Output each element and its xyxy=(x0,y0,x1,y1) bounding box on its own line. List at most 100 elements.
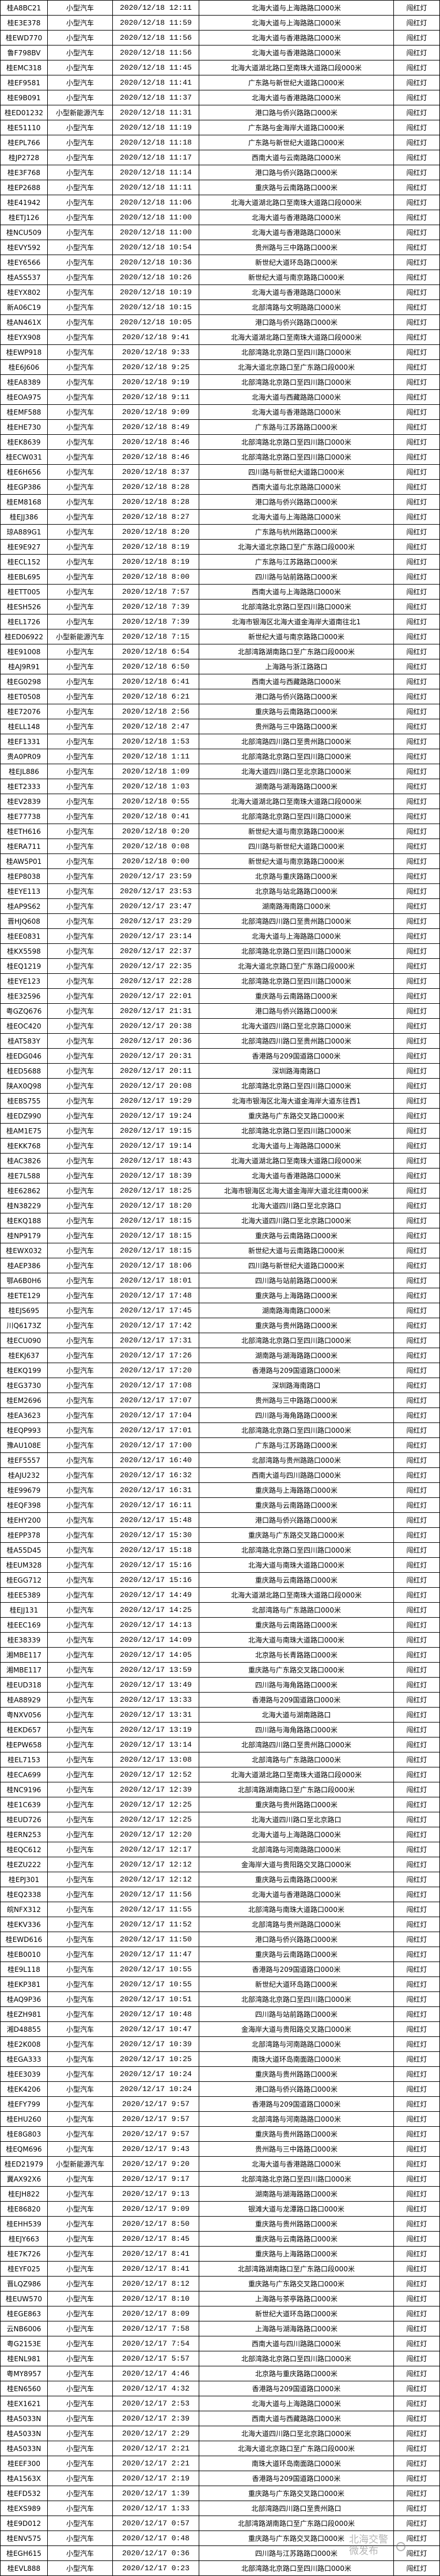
violation-cell: 闯红灯 xyxy=(394,1603,440,1618)
location-cell: 广东路与江苏路路口000米 xyxy=(199,420,394,435)
time-cell: 2020/12/18 10:05 xyxy=(113,315,199,330)
violation-cell: 闯红灯 xyxy=(394,75,440,90)
plate-cell: 桂EP8038 xyxy=(1,869,48,884)
plate-cell: 桂EJJ386 xyxy=(1,510,48,525)
location-cell: 北海大道与上海路路口000米 xyxy=(199,1139,394,1154)
time-cell: 2020/12/18 8:46 xyxy=(113,450,199,465)
location-cell: 重庆路与云南路路口000米 xyxy=(199,180,394,195)
plate-cell: 桂EK4206 xyxy=(1,2082,48,2097)
violation-cell: 闯红灯 xyxy=(394,2411,440,2426)
table-row: 桂EE5389 小型汽车 2020/12/17 14:49 北海大道湖北路口至南珠大道… xyxy=(1,1588,440,1603)
time-cell: 2020/12/17 17:42 xyxy=(113,1318,199,1333)
table-row: 桂ERN253 小型汽车 2020/12/17 12:20 北海大道与上海路路口000… xyxy=(1,1827,440,1842)
time-cell: 2020/12/18 11:56 xyxy=(113,45,199,60)
table-row: 桂EMC318 小型汽车 2020/12/18 11:45 北海大道湖北路口至南珠大道… xyxy=(1,60,440,75)
plate-cell: 桂AJ9R91 xyxy=(1,659,48,674)
plate-cell: 桂AEP386 xyxy=(1,1258,48,1273)
table-row: 桂EJY663 小型汽车 2020/12/17 8:45 重庆路与云南路路口000米闯… xyxy=(1,2232,440,2247)
violation-cell: 闯红灯 xyxy=(394,195,440,210)
violation-cell: 闯红灯 xyxy=(394,1273,440,1288)
violation-cell: 闯红灯 xyxy=(394,2292,440,2306)
vehicle-type-cell: 小型汽车 xyxy=(48,944,113,959)
plate-cell: 琼A889G1 xyxy=(1,525,48,540)
table-row: 桂E72076 小型汽车 2020/12/18 2:56 重庆路与云南路路口000米闯… xyxy=(1,704,440,719)
table-row: 桂E7K726 小型汽车 2020/12/17 8:41 重庆路与上海路路口000米闯… xyxy=(1,2247,440,2262)
violation-cell: 闯红灯 xyxy=(394,1812,440,1827)
time-cell: 2020/12/17 9:57 xyxy=(113,2112,199,2127)
vehicle-type-cell: 小型汽车 xyxy=(48,749,113,764)
table-row: 桂E7L588 小型汽车 2020/12/17 18:39 北海大道与香港路路口000… xyxy=(1,1169,440,1183)
table-row: 桂AJ9R91 小型汽车 2020/12/18 6:50 上海路与浙江路路口 闯红灯 xyxy=(1,659,440,674)
violation-cell: 闯红灯 xyxy=(394,2321,440,2336)
table-row: 桂ESH526 小型汽车 2020/12/18 7:39 北部湾路北京路口至四川路口0… xyxy=(1,600,440,614)
location-cell: 湖南路海南路口000米 xyxy=(199,1303,394,1318)
time-cell: 2020/12/17 8:41 xyxy=(113,2247,199,2262)
location-cell: 南珠大道环岛南面路口000米 xyxy=(199,2052,394,2067)
location-cell: 重庆路与云南路路口000米 xyxy=(199,1573,394,1588)
location-cell: 北海大道与上海路路口000米 xyxy=(199,2396,394,2411)
violation-cell: 闯红灯 xyxy=(394,465,440,480)
time-cell: 2020/12/17 23:14 xyxy=(113,929,199,944)
plate-cell: 桂EP2688 xyxy=(1,180,48,195)
plate-cell: 桂EA3623 xyxy=(1,1408,48,1423)
time-cell: 2020/12/18 8:37 xyxy=(113,465,199,480)
time-cell: 2020/12/18 11:59 xyxy=(113,16,199,31)
location-cell: 港口路与侨兴路路口000米 xyxy=(199,1513,394,1528)
time-cell: 2020/12/17 8:45 xyxy=(113,2232,199,2247)
table-row: 桂ETT005 小型汽车 2020/12/18 7:57 西南大道与上海路路口000米… xyxy=(1,585,440,600)
time-cell: 2020/12/18 8:46 xyxy=(113,435,199,450)
vehicle-type-cell: 小型汽车 xyxy=(48,2321,113,2336)
violation-cell: 闯红灯 xyxy=(394,1288,440,1303)
violation-cell: 闯红灯 xyxy=(394,2306,440,2321)
violation-cell: 闯红灯 xyxy=(394,31,440,45)
time-cell: 2020/12/17 15:18 xyxy=(113,1543,199,1558)
time-cell: 2020/12/17 11:55 xyxy=(113,1902,199,1917)
violation-cell: 闯红灯 xyxy=(394,510,440,525)
location-cell: 北部湾路湖南路口至广东路口段000米 xyxy=(199,2262,394,2277)
plate-cell: 桂A5033N xyxy=(1,2426,48,2441)
time-cell: 2020/12/18 11:56 xyxy=(113,31,199,45)
table-row: 桂EGH615 小型汽车 2020/12/17 0:36 四川路与江苏路路口000米闯… xyxy=(1,2546,440,2561)
vehicle-type-cell: 小型汽车 xyxy=(48,869,113,884)
vehicle-type-cell: 小型汽车 xyxy=(48,1842,113,1857)
violation-cell: 闯红灯 xyxy=(394,1109,440,1124)
location-cell: 北海大道北京路口至广东路口段000米 xyxy=(199,360,394,375)
vehicle-type-cell: 小型汽车 xyxy=(48,120,113,135)
time-cell: 2020/12/18 7:15 xyxy=(113,629,199,644)
location-cell: 北海大道与西藏路路口000米 xyxy=(199,390,394,405)
location-cell: 北海大道与香港路路口000米 xyxy=(199,405,394,420)
plate-cell: 桂E72076 xyxy=(1,704,48,719)
time-cell: 2020/12/17 17:20 xyxy=(113,1363,199,1378)
vehicle-type-cell: 小型汽车 xyxy=(48,2396,113,2411)
vehicle-type-cell: 小型汽车 xyxy=(48,2306,113,2321)
location-cell: 重庆路与云南路路口000米 xyxy=(199,2232,394,2247)
violation-cell: 闯红灯 xyxy=(394,1573,440,1588)
vehicle-type-cell: 小型汽车 xyxy=(48,1348,113,1363)
location-cell: 重庆路与云南路路口000米 xyxy=(199,704,394,719)
plate-cell: 桂EB0010 xyxy=(1,1947,48,1962)
vehicle-type-cell: 小型新能源汽车 xyxy=(48,629,113,644)
table-row: 桂EJH822 小型汽车 2020/12/17 9:13 湖南路与湖海路路口000米闯… xyxy=(1,2187,440,2202)
table-row: 桂EWD616 小型汽车 2020/12/17 11:50 港口路与侨兴路路口000米… xyxy=(1,1932,440,1947)
table-row: 桂EEF300 小型汽车 2020/12/17 2:21 南珠大道环岛南面路口000米… xyxy=(1,2456,440,2471)
violation-cell: 闯红灯 xyxy=(394,1094,440,1109)
time-cell: 2020/12/17 12:20 xyxy=(113,1827,199,1842)
plate-cell: 桂E9D012 xyxy=(1,2516,48,2531)
plate-cell: 桂A5S537 xyxy=(1,270,48,285)
vehicle-type-cell: 小型汽车 xyxy=(48,2172,113,2187)
vehicle-type-cell: 小型汽车 xyxy=(48,929,113,944)
location-cell: 北海大道湖北路口至南珠大道路口段000米 xyxy=(199,794,394,809)
table-row: 桂AN461X 小型汽车 2020/12/18 10:05 港口路与侨兴路路口000米… xyxy=(1,315,440,330)
table-row: 桂EJL886 小型汽车 2020/12/18 1:09 北海大道四川路口至北京路口0… xyxy=(1,764,440,779)
location-cell: 北部湾路与河南路路口000米 xyxy=(199,2112,394,2127)
violation-cell: 闯红灯 xyxy=(394,2112,440,2127)
time-cell: 2020/12/17 15:16 xyxy=(113,1573,199,1588)
violation-cell: 闯红灯 xyxy=(394,2561,440,2576)
location-cell: 重庆路与云南路路口000米 xyxy=(199,989,394,1004)
plate-cell: 桂EHU260 xyxy=(1,2112,48,2127)
plate-cell: 桂EGG712 xyxy=(1,1573,48,1588)
table-row: 桂ERA711 小型汽车 2020/12/18 0:08 四川路与新世纪大道路口000… xyxy=(1,839,440,854)
time-cell: 2020/12/17 23:29 xyxy=(113,914,199,929)
location-cell: 北海大道湖北路口至南珠大道路口段000米 xyxy=(199,195,394,210)
table-row: 桂AC3826 小型汽车 2020/12/17 18:43 北海大道湖北路口至南珠大道… xyxy=(1,1154,440,1169)
